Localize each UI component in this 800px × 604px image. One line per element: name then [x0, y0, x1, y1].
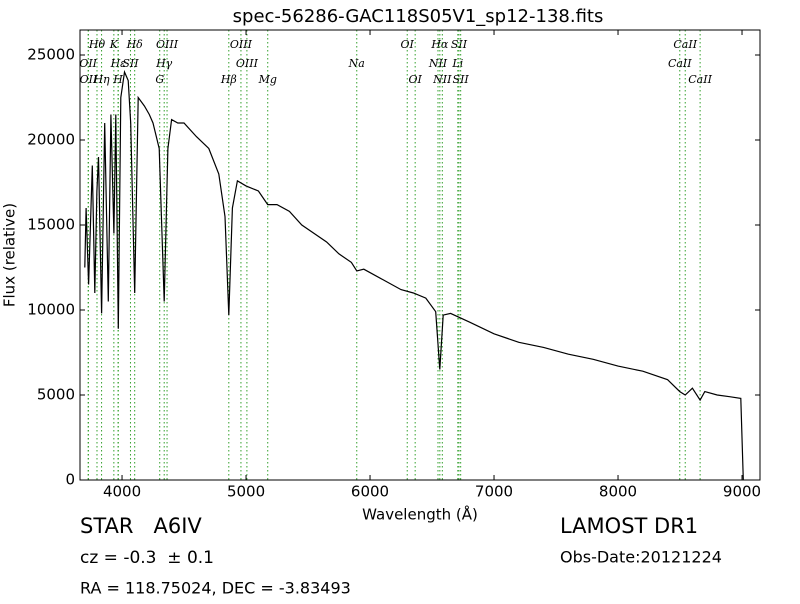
- y-tick-label: 0: [65, 471, 75, 489]
- survey: LAMOST DR1: [560, 514, 698, 538]
- spectral-line-label: SII: [451, 38, 468, 51]
- spectral-line-label: Hγ: [155, 57, 173, 70]
- y-tick-label: 20000: [27, 130, 75, 148]
- y-tick-label: 15000: [27, 215, 75, 233]
- spectral-line-label: Hη: [92, 73, 110, 86]
- x-tick-label: 6000: [351, 483, 389, 501]
- coords: RA = 118.75024, DEC = -3.83493: [80, 579, 351, 598]
- spectral-line-label: CaII: [673, 38, 697, 51]
- spectral-line-label: Hθ: [88, 38, 106, 51]
- y-axis-label: Flux (relative): [1, 203, 19, 307]
- spectral-line-label: OIII: [230, 38, 253, 51]
- spectral-line-label: Na: [348, 57, 365, 70]
- spectrum-line: [84, 69, 744, 481]
- spectral-line-label: OIII: [236, 57, 259, 70]
- spectral-line-label: NII: [428, 57, 448, 70]
- chart-title: spec-56286-GAC118S05V1_sp12-138.fits: [233, 6, 604, 27]
- class-info: STAR A6IV: [80, 514, 202, 538]
- x-tick-label: 4000: [103, 483, 141, 501]
- x-tick-label: 7000: [475, 483, 513, 501]
- redshift: cz = -0.3 ± 0.1: [80, 548, 214, 568]
- spectral-line-label: OII: [80, 73, 98, 86]
- x-axis-label: Wavelength (Å): [362, 505, 478, 524]
- spectral-line-label: OI: [408, 73, 422, 86]
- x-tick-label: 9000: [723, 483, 761, 501]
- y-tick-label: 5000: [37, 385, 75, 403]
- spectral-line-label: Hδ: [126, 38, 144, 51]
- spectral-line-label: H: [112, 73, 123, 86]
- plot-frame: [79, 29, 761, 481]
- spectral-line-label: Hβ: [220, 73, 237, 86]
- spectral-line-label: CaII: [668, 57, 692, 70]
- spectral-line-label: K: [109, 38, 119, 51]
- y-tick-label: 10000: [27, 300, 75, 318]
- spectral-line-label: OI: [401, 38, 415, 51]
- spectral-line-label: CaII: [688, 73, 712, 86]
- spectral-line-label: SII: [122, 57, 139, 70]
- spectral-line-label: NII: [432, 73, 452, 86]
- spectral-line-label: Hα: [430, 38, 449, 51]
- x-tick-label: 8000: [599, 483, 637, 501]
- spectral-line-label: SII: [453, 73, 470, 86]
- spectral-line-label: G: [155, 73, 164, 86]
- spectral-line-label: OIII: [156, 38, 179, 51]
- x-tick-label: 5000: [227, 483, 265, 501]
- obs-date: Obs-Date:20121224: [560, 548, 722, 567]
- spectral-line-label: Mg: [258, 73, 277, 86]
- spectral-line-label: Li: [451, 57, 463, 70]
- y-tick-label: 25000: [27, 45, 75, 63]
